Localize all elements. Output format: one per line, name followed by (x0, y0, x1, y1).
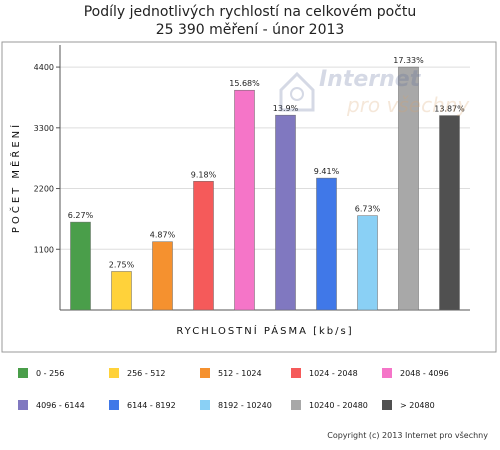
legend-item-5: 2048 - 4096 (382, 368, 449, 378)
data-label-3: 4.87% (150, 231, 176, 240)
legend-swatch (200, 400, 210, 410)
chart-frame (1, 41, 497, 353)
chart-subtitle: 25 390 měření - únor 2013 (155, 22, 345, 38)
bar-7 (316, 177, 337, 311)
data-label-2: 2.75% (109, 260, 135, 269)
copyright-text: Copyright (c) 2013 Internet pro všechny (327, 431, 488, 440)
legend-item-7: 6144 - 8192 (109, 400, 176, 410)
legend-item-1: 0 - 256 (18, 368, 64, 378)
svg-text:Internet: Internet (319, 67, 422, 92)
data-label-5: 15.68% (229, 79, 260, 88)
legend-label: 1024 - 2048 (309, 369, 358, 378)
watermark-logo: Internet pro všechny (275, 60, 495, 120)
data-label-9: 17.33% (393, 56, 424, 65)
legend-swatch (382, 368, 392, 378)
x-axis-label: RYCHLOSTNÍ PÁSMA [kb/s] (176, 324, 353, 337)
bar-chart: 1100 2200 3300 4400 6.27% 2.75% 4.87% 9.18% 15.6… (1, 41, 497, 353)
legend-label: 8192 - 10240 (218, 401, 272, 410)
bar-10 (439, 115, 460, 311)
legend-swatch (291, 400, 301, 410)
legend-item-6: 4096 - 6144 (18, 400, 85, 410)
legend-item-3: 512 - 1024 (200, 368, 262, 378)
legend-item-10: > 20480 (382, 400, 435, 410)
data-label-1: 6.27% (68, 211, 94, 220)
legend-swatch (291, 368, 301, 378)
bar-6 (275, 114, 296, 311)
legend-label: 10240 - 20480 (309, 401, 368, 410)
bar-2 (111, 271, 132, 311)
legend-item-9: 10240 - 20480 (291, 400, 368, 410)
y-axis-label: POČET MĚŘENÍ (9, 122, 22, 233)
legend-item-4: 1024 - 2048 (291, 368, 358, 378)
data-label-6: 13.9% (273, 104, 299, 113)
legend-swatch (18, 368, 28, 378)
bar-9 (398, 66, 419, 311)
legend-swatch (109, 400, 119, 410)
legend-label: 256 - 512 (127, 369, 166, 378)
bar-8 (357, 215, 378, 311)
legend-label: 2048 - 4096 (400, 369, 449, 378)
bar-3 (152, 241, 173, 311)
legend-swatch (200, 368, 210, 378)
bar-4 (193, 181, 214, 311)
legend-label: 6144 - 8192 (127, 401, 176, 410)
data-label-10: 13.87% (434, 105, 465, 114)
data-label-8: 6.73% (355, 205, 381, 214)
legend-item-8: 8192 - 10240 (200, 400, 272, 410)
y-tick-label: 4400 (34, 63, 54, 72)
y-tick-label: 1100 (34, 245, 54, 254)
bar-5 (234, 89, 255, 311)
legend-item-2: 256 - 512 (109, 368, 166, 378)
house-icon (279, 71, 315, 112)
legend-label: 512 - 1024 (218, 369, 262, 378)
bar-1 (70, 221, 91, 311)
legend-swatch (382, 400, 392, 410)
legend-swatch (18, 400, 28, 410)
legend-label: 0 - 256 (36, 369, 65, 378)
legend-label: > 20480 (400, 401, 435, 410)
legend-swatch (109, 368, 119, 378)
svg-text:pro všechny: pro všechny (346, 93, 470, 117)
chart-title: Podíly jednotlivých rychlostí na celkové… (83, 4, 417, 20)
data-label-4: 9.18% (191, 170, 217, 179)
legend-label: 4096 - 6144 (36, 401, 85, 410)
data-label-7: 9.41% (314, 167, 340, 176)
y-tick-label: 3300 (34, 124, 54, 133)
y-tick-label: 2200 (34, 185, 54, 194)
